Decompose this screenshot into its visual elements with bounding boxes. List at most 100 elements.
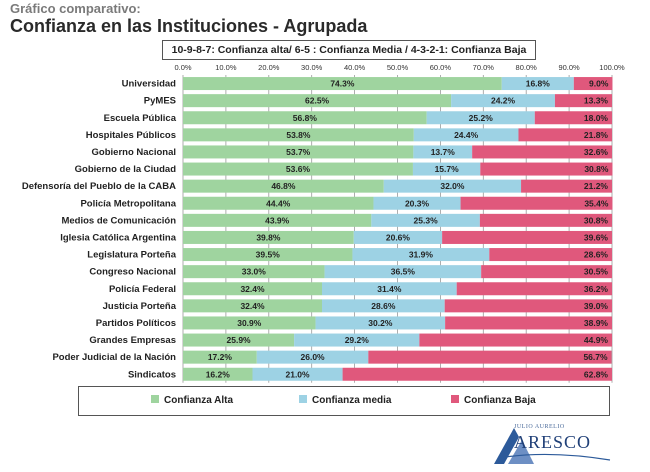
- category-label: Partidos Políticos: [96, 318, 176, 329]
- bar-segment-media: [324, 265, 482, 279]
- category-label: Iglesia Católica Argentina: [60, 232, 177, 243]
- data-label-media: 26.0%: [301, 352, 326, 362]
- legend-label-baja: Confianza Baja: [464, 395, 536, 406]
- data-label-alta: 39.5%: [256, 250, 281, 260]
- category-label: PyMES: [144, 96, 176, 107]
- x-tick-label: 30.0%: [301, 63, 323, 72]
- bar-segment-media: [451, 94, 555, 108]
- category-label: Policía Federal: [109, 284, 176, 295]
- bar-segment-baja: [534, 111, 612, 125]
- bar-segment-media: [383, 179, 522, 193]
- x-tick-label: 60.0%: [430, 63, 452, 72]
- bar-segment-alta: [183, 111, 427, 125]
- bar-segment-alta: [183, 299, 322, 313]
- category-label: Universidad: [122, 79, 177, 90]
- category-label: Justicia Porteña: [103, 301, 177, 312]
- bar-segment-baja: [518, 128, 612, 142]
- data-label-baja: 30.5%: [584, 267, 609, 277]
- data-label-media: 36.5%: [391, 267, 416, 277]
- bar-segment-media: [426, 111, 535, 125]
- data-label-alta: 39.8%: [256, 232, 281, 242]
- data-label-baja: 39.6%: [584, 232, 609, 242]
- data-label-media: 20.3%: [405, 198, 430, 208]
- data-label-alta: 33.0%: [242, 267, 267, 277]
- data-label-alta: 53.6%: [286, 164, 311, 174]
- bar-segment-alta: [183, 248, 353, 262]
- x-tick-label: 100.0%: [599, 63, 625, 72]
- bar-segment-media: [373, 196, 461, 210]
- bar-segment-baja: [472, 145, 612, 159]
- legend-label-alta: Confianza Alta: [164, 395, 234, 406]
- bar-segment-alta: [183, 145, 414, 159]
- data-label-alta: 46.8%: [271, 181, 296, 191]
- data-label-media: 30.2%: [368, 318, 393, 328]
- data-label-alta: 53.8%: [286, 130, 311, 140]
- chart-title: Confianza en las Instituciones - Agrupad…: [10, 16, 368, 36]
- category-label: Medios de Comunicación: [61, 215, 176, 226]
- category-label: Grandes Empresas: [89, 335, 176, 346]
- logo-mark-icon: [494, 428, 611, 464]
- bar-segment-baja: [479, 213, 612, 227]
- data-label-media: 29.2%: [345, 335, 370, 345]
- data-label-baja: 21.8%: [584, 130, 609, 140]
- data-label-alta: 44.4%: [266, 198, 291, 208]
- bar-segment-alta: [183, 162, 413, 176]
- bar-segment-alta: [183, 350, 257, 364]
- bar-segment-baja: [442, 230, 612, 244]
- data-label-media: 25.2%: [469, 113, 494, 123]
- bar-segment-baja: [554, 94, 612, 108]
- bar-segment-media: [501, 77, 574, 91]
- data-label-baja: 62.8%: [584, 369, 609, 379]
- legend-item-media: Confianza media: [299, 395, 391, 406]
- logo-small-text: JULIO AURELIO: [514, 424, 565, 430]
- x-tick-label: 40.0%: [344, 63, 366, 72]
- data-label-media: 32.0%: [440, 181, 465, 191]
- bar-segment-baja: [419, 333, 612, 347]
- bar-segment-baja: [521, 179, 612, 193]
- legend-item-baja: Confianza Baja: [451, 395, 536, 406]
- x-tick-label: 20.0%: [258, 63, 280, 72]
- data-label-media: 24.2%: [491, 96, 516, 106]
- x-tick-label: 10.0%: [215, 63, 237, 72]
- data-label-media: 25.3%: [414, 215, 439, 225]
- bar-segment-alta: [183, 94, 452, 108]
- category-label: Poder Judicial de la Nación: [52, 352, 176, 363]
- chart-legend: Confianza Alta Confianza media Confianza…: [78, 386, 610, 416]
- bar-segment-media: [315, 316, 446, 330]
- data-label-alta: 17.2%: [208, 352, 233, 362]
- category-label: Policía Metropolitana: [80, 198, 176, 209]
- data-label-baja: 44.9%: [584, 335, 609, 345]
- bar-segment-baja: [489, 248, 612, 262]
- bar-segment-media: [321, 299, 445, 313]
- data-label-baja: 56.7%: [583, 352, 608, 362]
- bar-segment-alta: [183, 316, 316, 330]
- bar-segment-alta: [183, 128, 414, 142]
- category-label: Hospitales Públicos: [86, 130, 176, 141]
- data-label-alta: 32.4%: [240, 301, 265, 311]
- x-tick-label: 70.0%: [473, 63, 495, 72]
- bar-segment-media: [294, 333, 420, 347]
- data-label-baja: 9.0%: [589, 79, 609, 89]
- bar-segment-media: [353, 230, 443, 244]
- bar-segment-alta: [183, 77, 502, 91]
- bar-segment-baja: [368, 350, 612, 364]
- category-label: Escuela Pública: [104, 113, 177, 124]
- bar-segment-baja: [480, 162, 613, 176]
- bar-segment-media: [371, 213, 480, 227]
- bar-segment-media: [321, 282, 457, 296]
- data-label-alta: 53.7%: [286, 147, 311, 157]
- data-label-baja: 38.9%: [584, 318, 609, 328]
- category-label: Legislatura Porteña: [87, 250, 176, 261]
- category-label: Sindicatos: [128, 369, 176, 380]
- bar-segment-baja: [444, 299, 612, 313]
- x-tick-label: 90.0%: [558, 63, 580, 72]
- data-label-media: 16.8%: [526, 79, 551, 89]
- data-label-baja: 21.2%: [584, 181, 609, 191]
- category-label: Gobierno de la Ciudad: [75, 164, 177, 175]
- bar-segment-media: [413, 128, 519, 142]
- bar-segment-alta: [183, 265, 325, 279]
- category-label: Congreso Nacional: [89, 267, 176, 278]
- data-label-alta: 25.9%: [227, 335, 252, 345]
- data-label-media: 21.0%: [285, 369, 310, 379]
- data-label-media: 28.6%: [371, 301, 396, 311]
